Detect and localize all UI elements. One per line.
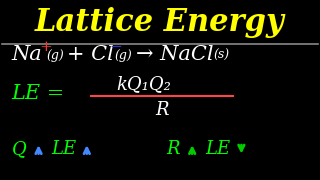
Text: kQ₁Q₂: kQ₁Q₂ xyxy=(116,75,171,93)
Text: R: R xyxy=(155,101,169,119)
Text: LE: LE xyxy=(51,140,76,158)
Text: −: − xyxy=(109,40,122,54)
Text: Q: Q xyxy=(12,140,27,158)
Text: +: + xyxy=(39,40,52,54)
Text: (g): (g) xyxy=(114,49,132,62)
Text: R: R xyxy=(166,140,180,158)
Text: (g): (g) xyxy=(46,49,64,62)
Text: + Cl: + Cl xyxy=(67,45,114,64)
Text: LE: LE xyxy=(205,140,230,158)
Text: Lattice Energy: Lattice Energy xyxy=(35,7,285,38)
Text: (s): (s) xyxy=(213,49,229,62)
Text: Na: Na xyxy=(12,45,43,64)
Text: LE =: LE = xyxy=(12,84,65,103)
Text: → NaCl: → NaCl xyxy=(136,45,214,64)
